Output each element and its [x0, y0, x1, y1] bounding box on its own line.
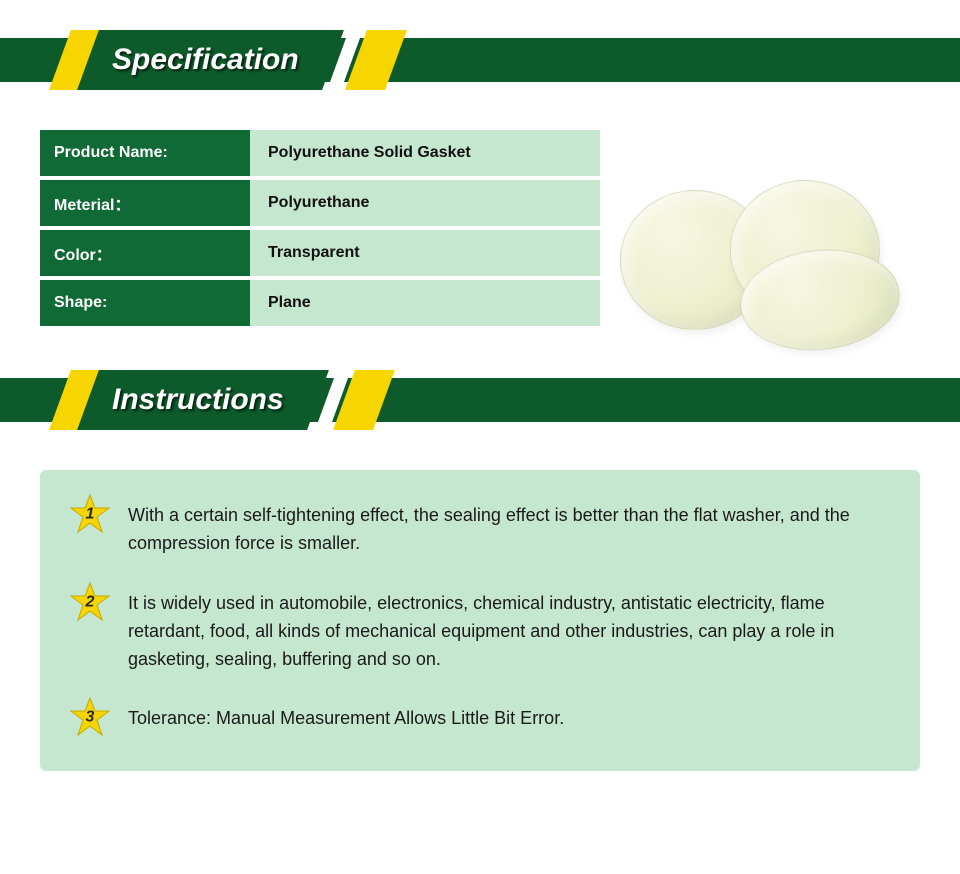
list-item: 1 With a certain self-tightening effect,… — [70, 498, 890, 558]
table-row: Color： Transparent — [40, 230, 600, 276]
section-title: Instructions — [112, 383, 284, 417]
instruction-text: Tolerance: Manual Measurement Allows Lit… — [128, 701, 890, 733]
bullet-number: 2 — [86, 593, 95, 611]
banner-label: Instructions — [77, 370, 329, 430]
specification-banner: Specification — [0, 30, 960, 90]
spec-value: Polyurethane — [250, 180, 600, 226]
spec-table: Product Name: Polyurethane Solid Gasket … — [40, 130, 600, 326]
instruction-text: With a certain self-tightening effect, t… — [128, 498, 890, 558]
star-bullet-icon: 2 — [70, 582, 110, 622]
instruction-text: It is widely used in automobile, electro… — [128, 586, 890, 674]
table-row: Meterial： Polyurethane — [40, 180, 600, 226]
table-row: Shape: Plane — [40, 280, 600, 326]
instructions-banner: Instructions — [0, 370, 960, 430]
bullet-number: 1 — [86, 505, 95, 523]
spec-key: Shape: — [40, 280, 250, 326]
list-item: 2 It is widely used in automobile, elect… — [70, 586, 890, 674]
spec-value: Plane — [250, 280, 600, 326]
list-item: 3 Tolerance: Manual Measurement Allows L… — [70, 701, 890, 737]
product-illustration — [620, 180, 920, 340]
spec-key: Meterial： — [40, 180, 250, 226]
section-title: Specification — [112, 43, 299, 77]
spec-value: Transparent — [250, 230, 600, 276]
spec-key: Color： — [40, 230, 250, 276]
spec-key: Product Name: — [40, 130, 250, 176]
star-bullet-icon: 1 — [70, 494, 110, 534]
bullet-number: 3 — [86, 709, 95, 727]
star-bullet-icon: 3 — [70, 697, 110, 737]
banner-label: Specification — [77, 30, 344, 90]
instructions-panel: 1 With a certain self-tightening effect,… — [40, 470, 920, 771]
table-row: Product Name: Polyurethane Solid Gasket — [40, 130, 600, 176]
spec-value: Polyurethane Solid Gasket — [250, 130, 600, 176]
